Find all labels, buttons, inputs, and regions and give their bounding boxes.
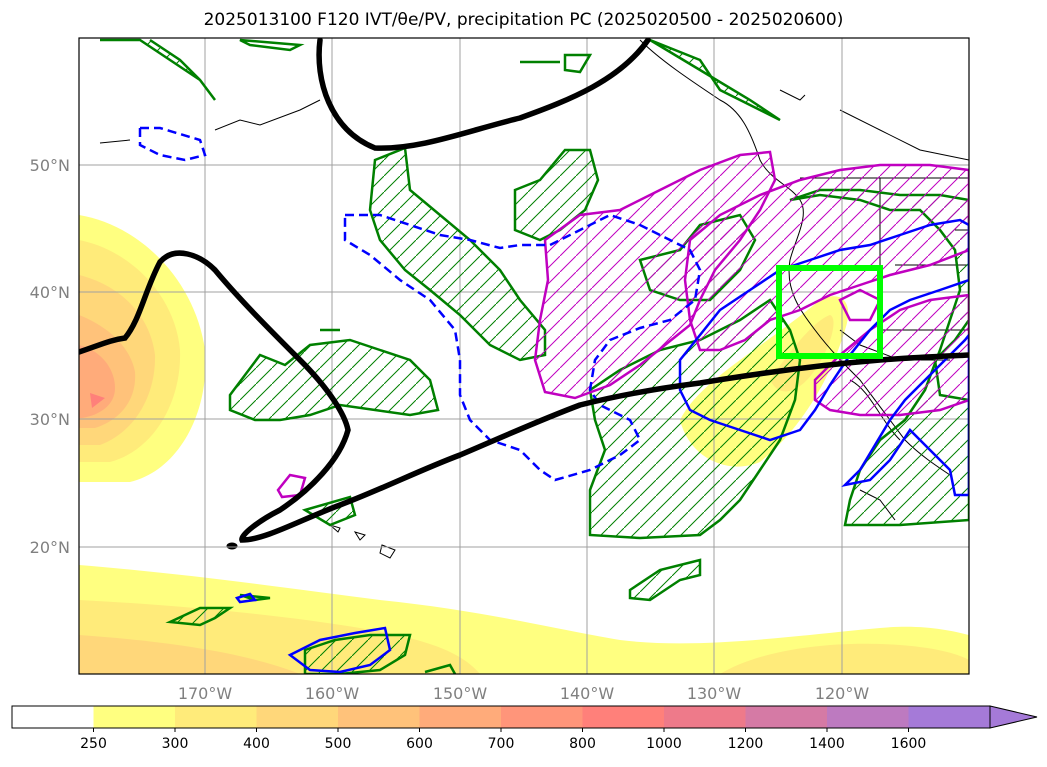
colorbar-segment — [338, 706, 420, 728]
colorbar-tick-label: 250 — [80, 736, 107, 752]
colorbar-segment — [582, 706, 665, 728]
colorbar-segment — [908, 706, 991, 728]
colorbar-tick-label: 800 — [569, 736, 596, 752]
colorbar-tick-label: 600 — [406, 736, 433, 752]
colorbar-tick-label: 400 — [243, 736, 270, 752]
colorbar-segment — [93, 706, 176, 728]
map-title: 2025013100 F120 IVT/θe/PV, precipitation… — [203, 10, 844, 30]
colorbar-extend-arrow — [989, 705, 1038, 729]
lat-label: 50°N — [30, 156, 70, 175]
colorbar-tick-label: 1400 — [809, 736, 845, 752]
magenta-contours — [276, 150, 969, 499]
colorbar-tick-label: 1600 — [891, 736, 927, 752]
colorbar-tick-label: 1000 — [646, 736, 682, 752]
colorbar-segment — [419, 706, 502, 728]
ivt-shading — [79, 215, 969, 674]
colorbar-tick-label: 700 — [488, 736, 515, 752]
lat-label: 30°N — [30, 410, 70, 429]
lat-label: 40°N — [30, 283, 70, 302]
target-box — [776, 265, 883, 359]
colorbar-segment — [664, 706, 746, 728]
lon-label: 160°W — [305, 684, 360, 703]
colorbar: 250 300 400 500 600 700 800 1000 1200 1400 1600 — [11, 705, 1038, 752]
colorbar-segment — [827, 706, 909, 728]
lat-label: 20°N — [30, 538, 70, 557]
colorbar-segment — [501, 706, 583, 728]
colorbar-segment — [175, 706, 257, 728]
map-frame — [78, 37, 970, 675]
colorbar-segment — [256, 706, 339, 728]
lon-label: 140°W — [560, 684, 615, 703]
colorbar-tick-label: 1200 — [728, 736, 764, 752]
lon-label: 120°W — [815, 684, 870, 703]
colorbar-tick-label: 500 — [325, 736, 352, 752]
lon-label: 130°W — [687, 684, 742, 703]
pv-contours — [79, 38, 969, 543]
colorbar-tick-label: 300 — [162, 736, 189, 752]
lon-label: 170°W — [178, 684, 233, 703]
lon-label: 150°W — [433, 684, 488, 703]
colorbar-segment — [12, 706, 94, 728]
colorbar-segment — [745, 706, 828, 728]
